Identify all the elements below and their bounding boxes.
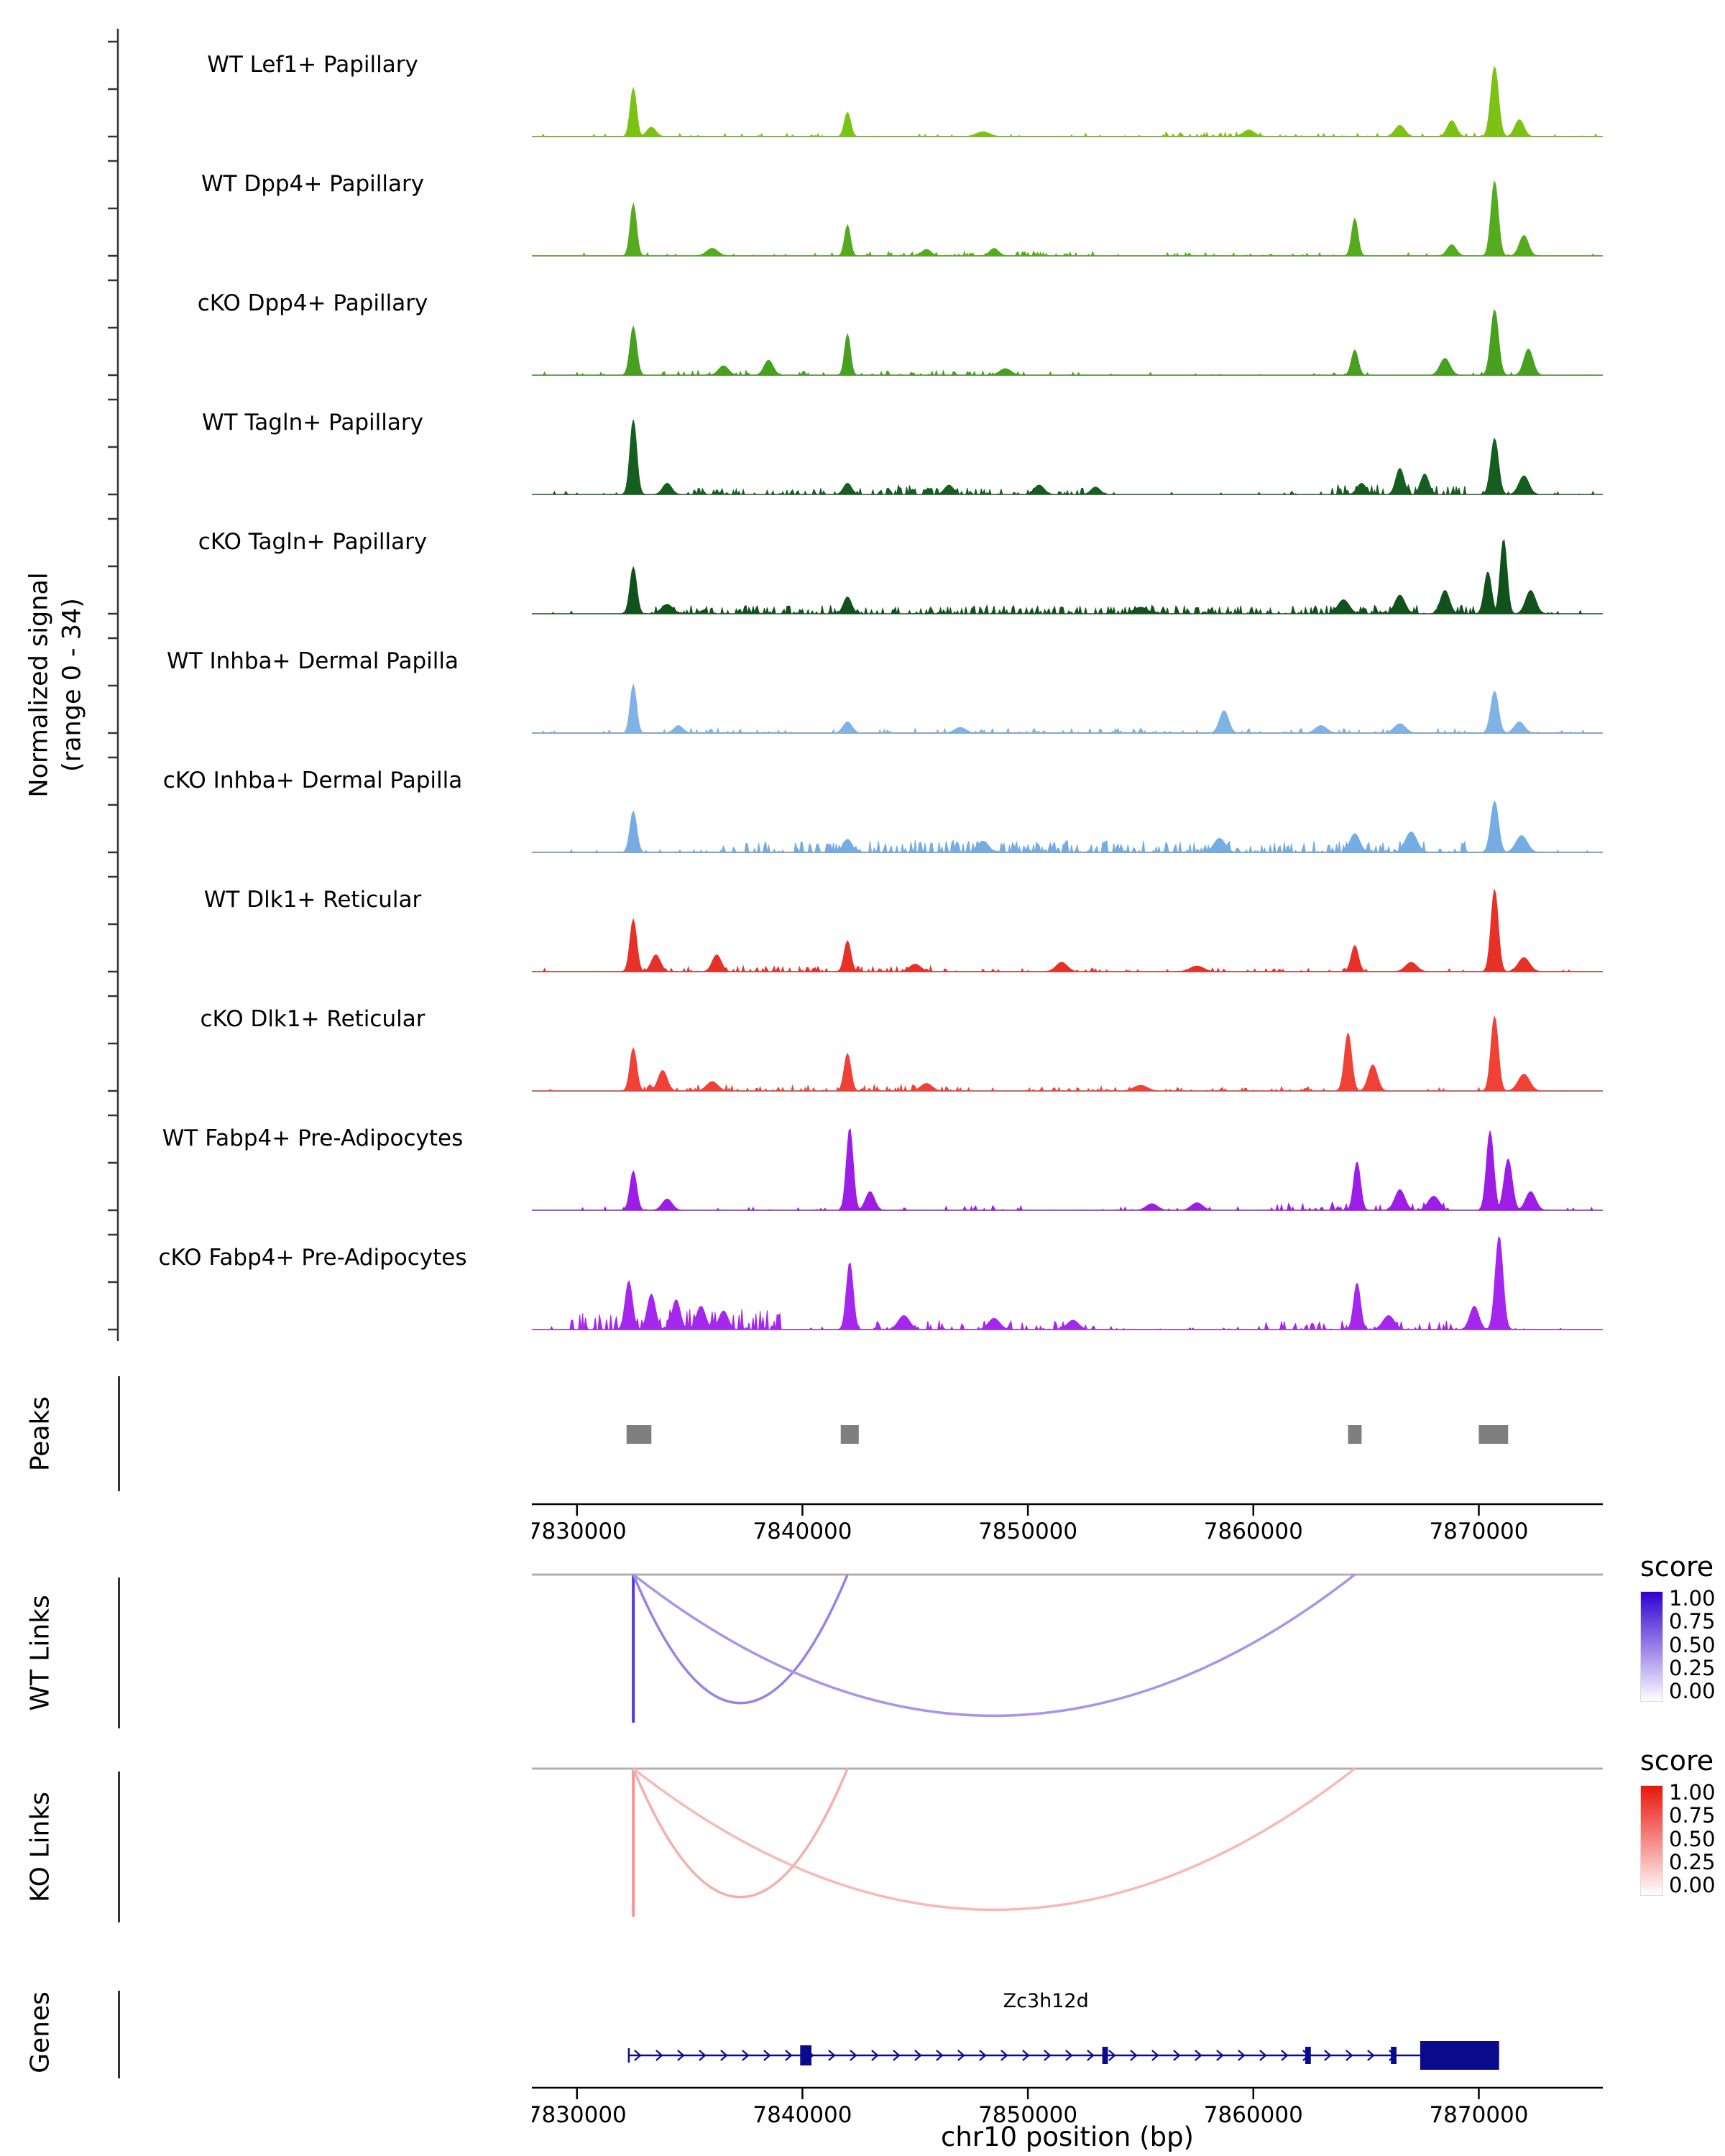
signal-track-plot <box>532 888 1603 973</box>
signal-track-label: WT Dpp4+ Papillary <box>201 171 425 197</box>
svg-text:7850000: 7850000 <box>978 2102 1077 2125</box>
legend-tick-label: 0.50 <box>1669 1826 1716 1851</box>
signal-track-plot <box>532 1236 1603 1331</box>
signal-track-label: WT Inhba+ Dermal Papilla <box>167 648 459 674</box>
svg-text:7830000: 7830000 <box>532 2102 627 2125</box>
wt-links-bracket <box>118 1577 120 1728</box>
svg-text:7860000: 7860000 <box>1204 2102 1303 2125</box>
legend-tick-label: 0.00 <box>1669 1679 1716 1703</box>
svg-text:7830000: 7830000 <box>532 1519 627 1544</box>
svg-text:7840000: 7840000 <box>753 2102 852 2125</box>
signal-track-label: cKO Tagln+ Papillary <box>198 529 428 555</box>
signal-track-row: WT Tagln+ Papillary <box>0 387 1725 506</box>
signal-track-plot <box>532 308 1603 377</box>
signal-track-row: cKO Dlk1+ Reticular <box>0 983 1725 1102</box>
legend-tick-label: 1.00 <box>1669 1586 1716 1611</box>
signal-track-row: WT Fabp4+ Pre-Adipocytes <box>0 1102 1725 1222</box>
ko-legend-gradient-bar <box>1640 1785 1663 1896</box>
legend-tick-label: 0.75 <box>1669 1609 1716 1634</box>
signal-track-plot <box>532 800 1603 854</box>
signal-track-row: WT Lef1+ Papillary <box>0 29 1725 148</box>
signal-track-row: cKO Fabp4+ Pre-Adipocytes <box>0 1222 1725 1341</box>
signal-track-label: cKO Inhba+ Dermal Papilla <box>162 768 463 793</box>
tracks-left-axis <box>108 29 119 1341</box>
signal-track-label: WT Dlk1+ Reticular <box>203 887 422 913</box>
svg-text:7870000: 7870000 <box>1429 2102 1528 2125</box>
peaks-bracket <box>118 1376 120 1491</box>
gene-name-label: Zc3h12d <box>1003 1990 1089 2012</box>
svg-text:7850000: 7850000 <box>978 1519 1077 1544</box>
x-axis-top: 7830000 7840000 7850000 7860000 7870000 <box>532 1503 1603 1544</box>
wt-legend-tick-labels: 1.00 0.75 0.50 0.25 0.00 <box>1669 1588 1716 1702</box>
legend-tick-label: 0.00 <box>1669 1873 1716 1897</box>
signal-track-label: cKO Dlk1+ Reticular <box>200 1006 426 1032</box>
peaks-plot <box>626 1425 1509 1444</box>
signal-track-plot <box>532 1128 1603 1212</box>
wt-legend-gradient-bar <box>1640 1591 1663 1702</box>
wt-legend-title: score <box>1640 1551 1714 1583</box>
ko-legend-title: score <box>1640 1745 1714 1777</box>
svg-text:7860000: 7860000 <box>1204 1519 1303 1544</box>
signal-track-row: cKO Tagln+ Papillary <box>0 506 1725 625</box>
peaks-axis-label: Peaks <box>25 1396 55 1472</box>
ko-legend-tick-labels: 1.00 0.75 0.50 0.25 0.00 <box>1669 1782 1716 1896</box>
wt-links-plot <box>532 1573 1603 1723</box>
genes-axis-label: Genes <box>25 1991 55 2073</box>
svg-text:7870000: 7870000 <box>1429 1519 1528 1544</box>
signal-track-label: cKO Dpp4+ Papillary <box>197 290 428 316</box>
signal-track-plot <box>532 683 1603 734</box>
ko-links-bracket <box>118 1772 120 1922</box>
signal-track-row: cKO Inhba+ Dermal Papilla <box>0 745 1725 864</box>
signal-track-plot <box>532 65 1603 138</box>
genes-plot: Zc3h12d <box>627 1990 1499 2070</box>
x-axis-title: chr10 position (bp) <box>940 2122 1194 2152</box>
signal-track-plot <box>532 1015 1603 1092</box>
signal-track-row: cKO Dpp4+ Papillary <box>0 267 1725 387</box>
signal-track-plot <box>532 539 1603 615</box>
signal-track-label: WT Tagln+ Papillary <box>202 410 423 436</box>
signal-track-plot <box>532 419 1603 496</box>
signal-track-label: WT Fabp4+ Pre-Adipocytes <box>162 1125 464 1151</box>
legend-tick-label: 1.00 <box>1669 1780 1716 1805</box>
legend-tick-label: 0.25 <box>1669 1655 1716 1680</box>
signal-tracks: WT Lef1+ Papillary WT Dpp4+ Papillary cKO … <box>0 29 1725 1341</box>
signal-track-row: WT Inhba+ Dermal Papilla <box>0 625 1725 745</box>
signal-track-row: WT Dlk1+ Reticular <box>0 864 1725 983</box>
wt-links-axis-label: WT Links <box>25 1595 55 1711</box>
legend-tick-label: 0.25 <box>1669 1849 1716 1874</box>
signal-track-label: WT Lef1+ Papillary <box>207 52 418 78</box>
ko-score-legend: score 1.00 0.75 0.50 0.25 0.00 <box>1640 1745 1725 1896</box>
legend-tick-label: 0.50 <box>1669 1632 1716 1657</box>
signal-track-row: WT Dpp4+ Papillary <box>0 148 1725 267</box>
ko-links-axis-label: KO Links <box>25 1792 55 1902</box>
x-axis-bottom: 7830000 7840000 7850000 7860000 7870000 <box>532 2086 1603 2125</box>
signal-track-plot <box>532 180 1603 257</box>
genes-bracket <box>118 1991 120 2078</box>
wt-score-legend: score 1.00 0.75 0.50 0.25 0.00 <box>1640 1551 1725 1702</box>
svg-text:7840000: 7840000 <box>753 1519 852 1544</box>
ko-links-plot <box>532 1767 1603 1917</box>
legend-tick-label: 0.75 <box>1669 1803 1716 1828</box>
signal-track-label: cKO Fabp4+ Pre-Adipocytes <box>158 1245 467 1271</box>
